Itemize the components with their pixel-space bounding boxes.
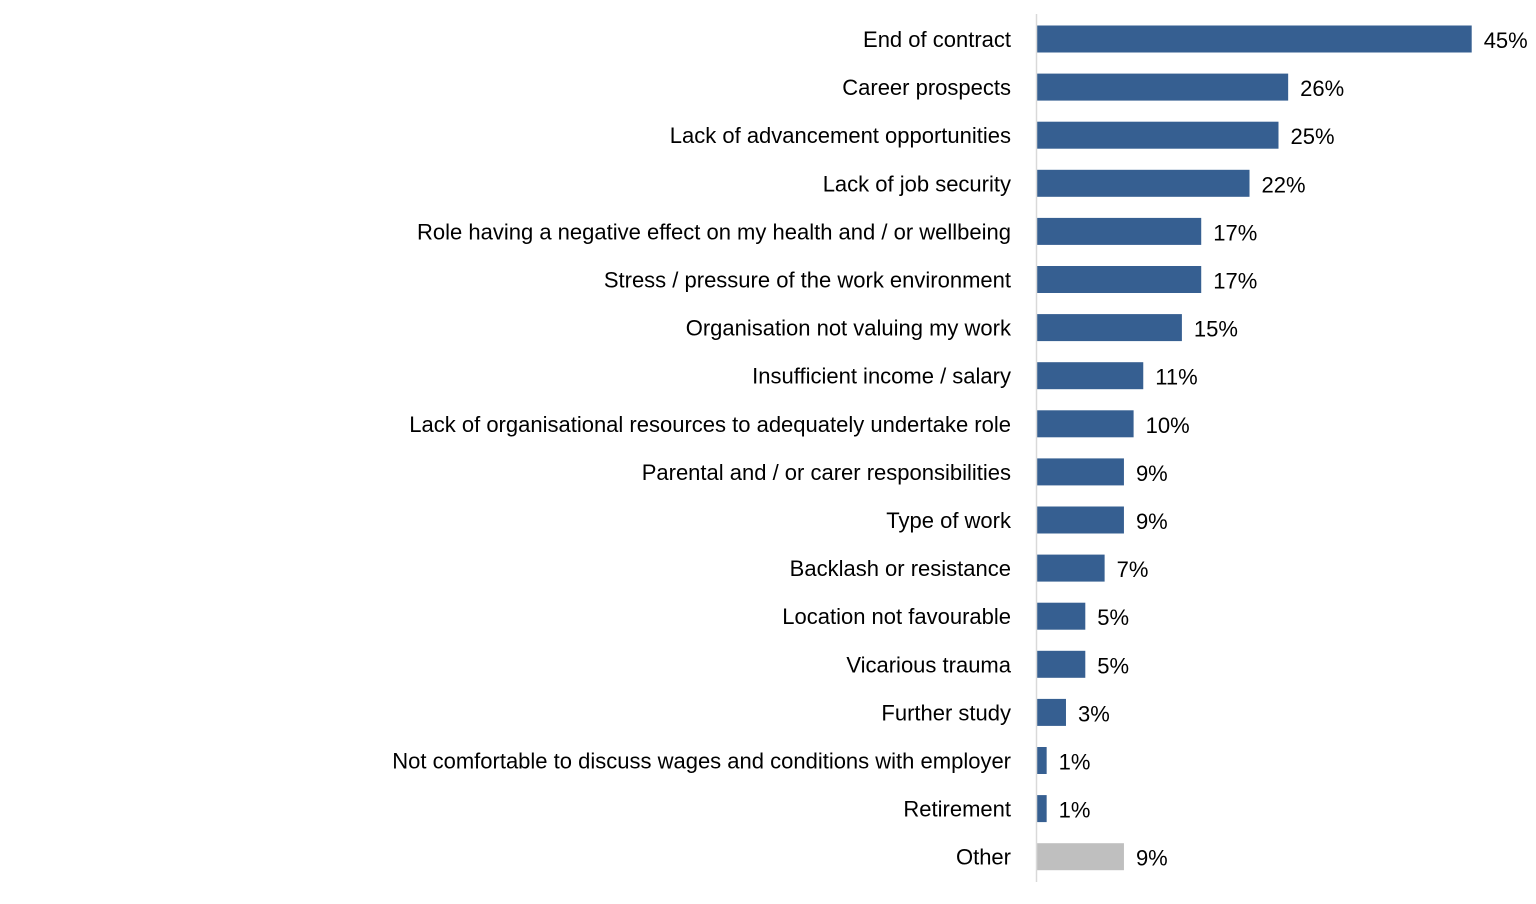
category-label: Not comfortable to discuss wages and con… bbox=[392, 749, 1011, 774]
data-label: 25% bbox=[1291, 124, 1335, 149]
category-label: Backlash or resistance bbox=[790, 556, 1011, 581]
bars: End of contract 45% Career prospects 26% Lac… bbox=[392, 25, 1528, 871]
category-label: Further study bbox=[881, 700, 1011, 725]
bar bbox=[1037, 25, 1472, 53]
data-label: 15% bbox=[1194, 317, 1238, 342]
bar bbox=[1037, 747, 1047, 774]
bar bbox=[1037, 266, 1202, 293]
data-label: 9% bbox=[1136, 461, 1168, 486]
data-label: 1% bbox=[1059, 798, 1091, 823]
data-label: 17% bbox=[1213, 269, 1257, 294]
category-label: Type of work bbox=[886, 508, 1012, 533]
category-label: Parental and / or carer responsibilities bbox=[642, 460, 1011, 485]
category-label: Role having a negative effect on my heal… bbox=[417, 219, 1011, 244]
bar bbox=[1037, 362, 1144, 390]
bar bbox=[1037, 843, 1124, 871]
data-label: 10% bbox=[1146, 413, 1190, 438]
category-label: Stress / pressure of the work environmen… bbox=[604, 268, 1011, 293]
data-label: 45% bbox=[1484, 28, 1528, 53]
data-label: 3% bbox=[1078, 701, 1110, 726]
category-label: Lack of job security bbox=[823, 171, 1011, 196]
category-label: Insufficient income / salary bbox=[752, 364, 1011, 389]
category-label: Location not favourable bbox=[782, 604, 1011, 629]
bar bbox=[1037, 554, 1105, 582]
bar bbox=[1037, 506, 1124, 534]
category-label: Other bbox=[956, 845, 1011, 870]
data-label: 5% bbox=[1097, 653, 1129, 678]
data-label: 1% bbox=[1059, 750, 1091, 775]
data-label: 7% bbox=[1117, 557, 1149, 582]
bar bbox=[1037, 169, 1250, 197]
bar bbox=[1037, 698, 1066, 726]
data-label: 5% bbox=[1097, 605, 1129, 630]
bar bbox=[1037, 73, 1289, 101]
data-label: 9% bbox=[1136, 509, 1168, 534]
bar bbox=[1037, 217, 1202, 245]
category-label: Organisation not valuing my work bbox=[686, 316, 1012, 341]
bar bbox=[1037, 314, 1182, 342]
data-label: 11% bbox=[1155, 365, 1197, 390]
data-label: 9% bbox=[1136, 846, 1168, 871]
bar bbox=[1037, 121, 1279, 149]
category-label: Career prospects bbox=[842, 75, 1011, 100]
category-label: Lack of advancement opportunities bbox=[670, 123, 1011, 148]
data-label: 17% bbox=[1213, 220, 1257, 245]
bar bbox=[1037, 602, 1086, 630]
category-label: End of contract bbox=[863, 27, 1011, 52]
bar bbox=[1037, 458, 1124, 486]
bar bbox=[1037, 410, 1134, 438]
bar bbox=[1037, 650, 1086, 678]
category-label: Lack of organisational resources to adeq… bbox=[409, 412, 1011, 437]
category-label: Retirement bbox=[903, 797, 1011, 822]
data-label: 22% bbox=[1262, 172, 1306, 197]
category-label: Vicarious trauma bbox=[846, 652, 1011, 677]
bar bbox=[1037, 795, 1047, 823]
data-label: 26% bbox=[1300, 76, 1344, 101]
